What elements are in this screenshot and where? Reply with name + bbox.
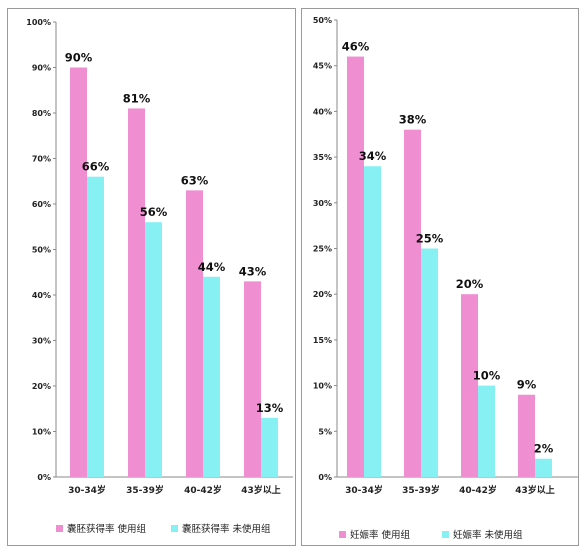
bar bbox=[461, 294, 478, 477]
data-label: 38% bbox=[399, 113, 427, 127]
y-tick-label: 50% bbox=[313, 16, 332, 25]
bar bbox=[145, 222, 162, 477]
y-tick-label: 80% bbox=[32, 109, 51, 118]
x-tick-label: 43岁以上 bbox=[241, 484, 281, 496]
x-tick-label: 35-39岁 bbox=[402, 484, 440, 496]
bar bbox=[261, 417, 278, 477]
y-tick-label: 70% bbox=[32, 155, 51, 164]
x-tick-label: 40-42岁 bbox=[184, 484, 222, 496]
y-tick-label: 90% bbox=[32, 64, 51, 73]
y-tick-label: 40% bbox=[32, 291, 51, 300]
bar bbox=[244, 281, 261, 477]
legend-swatch-unused bbox=[442, 530, 449, 538]
bar bbox=[186, 190, 203, 477]
y-tick-label: 50% bbox=[32, 246, 51, 255]
x-tick-label: 35-39岁 bbox=[126, 484, 164, 496]
data-label: 25% bbox=[416, 232, 444, 246]
y-tick-label: 45% bbox=[313, 62, 332, 71]
x-tick-label: 30-34岁 bbox=[345, 484, 383, 496]
y-tick-label: 0% bbox=[318, 473, 332, 482]
bar bbox=[421, 248, 438, 477]
legend-item-unused: 囊胚获得率 未使用组 bbox=[171, 521, 271, 535]
legend-label-unused: 妊娠率 未使用组 bbox=[453, 530, 523, 541]
legend-swatch-used bbox=[339, 530, 346, 538]
x-tick-label: 43岁以上 bbox=[515, 484, 555, 496]
x-tick-label: 30-34岁 bbox=[68, 484, 106, 496]
y-tick-label: 100% bbox=[26, 18, 51, 27]
data-label: 43% bbox=[239, 264, 267, 278]
legend-item-used: 妊娠率 使用组 bbox=[339, 527, 410, 541]
bar bbox=[478, 385, 495, 477]
legend-item-used: 囊胚获得率 使用组 bbox=[56, 521, 146, 535]
blastocyst-rate-chart: 0% 10% 20% 30% 40% 50% 60% 70% 80% 90% 100% 90% 66% 3… bbox=[26, 18, 293, 496]
legend-swatch-unused bbox=[171, 524, 178, 532]
chart-panel-pregnancy: 0% 5% 10% 15% 20% 25% 30% 35% 40% 45% 50% 46% 34% 30-… bbox=[301, 8, 579, 546]
bar bbox=[203, 276, 220, 477]
legend-swatch-used bbox=[56, 524, 63, 532]
legend-item-unused: 妊娠率 未使用组 bbox=[442, 527, 523, 541]
data-label: 46% bbox=[342, 40, 370, 54]
data-label: 81% bbox=[123, 91, 151, 105]
bar bbox=[518, 394, 535, 477]
y-tick-label: 20% bbox=[32, 382, 51, 391]
bar bbox=[70, 67, 87, 477]
data-label: 10% bbox=[473, 369, 501, 383]
y-tick-label: 20% bbox=[313, 290, 332, 299]
y-tick-label: 25% bbox=[313, 245, 332, 254]
data-label: 13% bbox=[256, 401, 284, 415]
legend-label-unused: 囊胚获得率 未使用组 bbox=[182, 524, 271, 535]
legend-label-used: 妊娠率 使用组 bbox=[350, 530, 411, 541]
y-tick-label: 10% bbox=[32, 428, 51, 437]
bar bbox=[404, 129, 421, 477]
y-tick-label: 30% bbox=[313, 199, 332, 208]
bar bbox=[364, 166, 381, 478]
y-tick-label: 10% bbox=[313, 382, 332, 391]
bar bbox=[347, 56, 364, 478]
data-label: 90% bbox=[65, 51, 93, 65]
data-label: 63% bbox=[181, 173, 209, 187]
data-label: 44% bbox=[198, 260, 226, 274]
y-tick-label: 15% bbox=[313, 336, 332, 345]
pregnancy-rate-chart: 0% 5% 10% 15% 20% 25% 30% 35% 40% 45% 50% 46% 34% 30-… bbox=[313, 16, 578, 496]
data-label: 66% bbox=[82, 160, 110, 174]
bar bbox=[87, 176, 104, 477]
y-tick-label: 5% bbox=[318, 427, 332, 436]
data-label: 34% bbox=[359, 149, 387, 163]
data-label: 20% bbox=[456, 277, 484, 291]
data-label: 56% bbox=[140, 205, 168, 219]
chart-panel-blastocyst: 0% 10% 20% 30% 40% 50% 60% 70% 80% 90% 100% 90% 66% 3… bbox=[7, 8, 296, 546]
y-tick-label: 35% bbox=[313, 153, 332, 162]
x-tick-label: 40-42岁 bbox=[459, 484, 497, 496]
y-tick-label: 30% bbox=[32, 337, 51, 346]
y-tick-label: 60% bbox=[32, 200, 51, 209]
legend-label-used: 囊胚获得率 使用组 bbox=[67, 524, 147, 535]
y-tick-label: 0% bbox=[37, 473, 51, 482]
y-tick-label: 40% bbox=[313, 107, 332, 116]
data-label: 2% bbox=[534, 442, 554, 456]
bar bbox=[128, 108, 145, 477]
bar bbox=[535, 458, 552, 477]
data-label: 9% bbox=[517, 378, 537, 392]
